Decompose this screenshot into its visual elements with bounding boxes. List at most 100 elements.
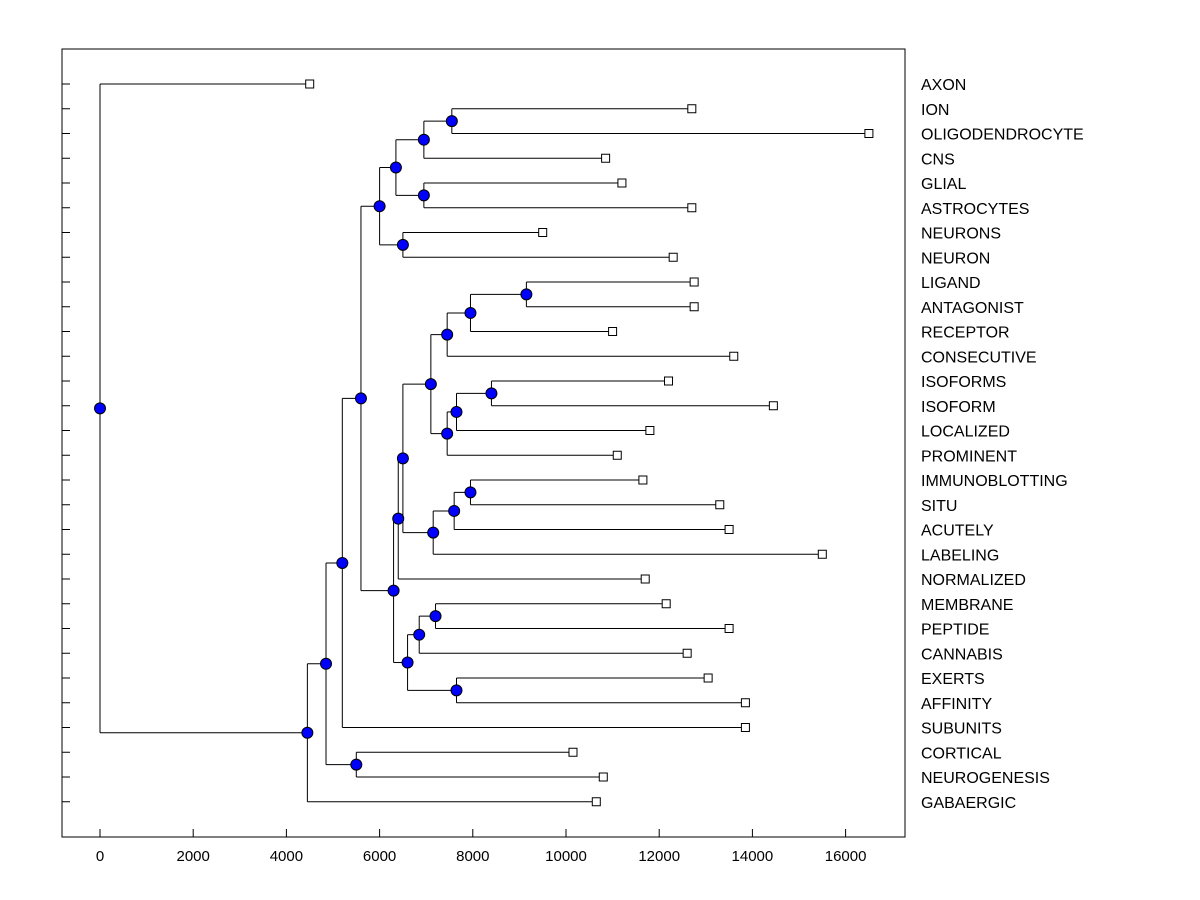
leaf-label: PROMINENT xyxy=(921,448,1017,465)
leaf-label: EXERTS xyxy=(921,671,985,688)
x-tick-label: 2000 xyxy=(177,848,210,865)
x-tick-label: 6000 xyxy=(363,848,396,865)
y-tick-marks xyxy=(62,83,70,803)
leaf-label: NORMALIZED xyxy=(921,572,1026,589)
leaf-marker xyxy=(645,426,655,435)
leaf-label: LOCALIZED xyxy=(921,424,1010,441)
leaf-label: SUBUNITS xyxy=(921,721,1002,738)
leaf-marker xyxy=(687,203,697,213)
leaf-label: IMMUNOBLOTTING xyxy=(921,473,1068,490)
leaf-marker xyxy=(724,525,734,534)
leaf-marker xyxy=(591,797,601,807)
leaf-label: SITU xyxy=(921,498,957,515)
leaf-label: CNS xyxy=(921,151,955,168)
leaf-label: ASTROCYTES xyxy=(921,201,1029,218)
leaf-marker xyxy=(768,401,778,411)
leaf-marker xyxy=(568,747,578,757)
merge-node xyxy=(424,378,437,391)
leaf-label: NEURON xyxy=(921,250,990,267)
merge-node xyxy=(301,726,314,739)
x-tick-label: 12000 xyxy=(638,848,680,865)
merge-node xyxy=(464,306,477,319)
leaf-marker xyxy=(598,772,608,782)
merge-node xyxy=(392,512,405,525)
leaf-marker xyxy=(638,475,648,485)
leaf-marker xyxy=(305,79,315,89)
leaf-marker xyxy=(538,228,548,237)
merge-node xyxy=(336,556,349,569)
leaf-marker xyxy=(729,351,739,361)
leaf-marker xyxy=(724,624,734,633)
leaf-label: ION xyxy=(921,102,949,119)
leaf-label: PEPTIDE xyxy=(921,622,989,639)
x-tick-label: 8000 xyxy=(456,848,489,865)
leaf-label: NEUROGENESIS xyxy=(921,770,1050,787)
leaf-marker xyxy=(715,500,725,510)
leaf-labels: AXON ION OLIGODENDROCYTE CNS GLIAL ASTROCYTES… xyxy=(921,77,1084,812)
merge-node xyxy=(389,161,402,174)
merge-node xyxy=(464,486,477,499)
merge-node xyxy=(320,657,333,670)
merge-node xyxy=(396,238,409,251)
leaf-marker xyxy=(703,673,713,683)
leaf-label: LIGAND xyxy=(921,275,981,292)
merge-node xyxy=(417,133,430,146)
merge-node xyxy=(94,402,106,415)
leaf-marker xyxy=(689,277,699,287)
leaf-marker xyxy=(612,450,622,460)
leaf-markers xyxy=(305,79,874,807)
leaf-marker xyxy=(668,252,678,262)
dendrogram-links xyxy=(99,83,869,803)
leaf-marker xyxy=(687,104,697,114)
leaf-label: CONSECUTIVE xyxy=(921,349,1037,366)
x-tick-label: 14000 xyxy=(732,848,774,865)
merge-node xyxy=(485,387,498,400)
leaf-marker xyxy=(661,599,671,609)
leaf-label: AFFINITY xyxy=(921,696,992,713)
leaf-label: ISOFORM xyxy=(921,399,996,416)
merge-node xyxy=(445,115,458,128)
leaf-label: ISOFORMS xyxy=(921,374,1006,391)
leaf-label: GABAERGIC xyxy=(921,795,1016,812)
merge-node xyxy=(350,758,363,771)
leaf-label: AXON xyxy=(921,77,966,94)
merge-nodes xyxy=(94,115,533,771)
merge-node xyxy=(450,405,463,418)
merge-node xyxy=(520,288,533,301)
leaf-marker xyxy=(740,698,750,708)
x-tick-label: 4000 xyxy=(270,848,303,865)
leaf-label: GLIAL xyxy=(921,176,966,193)
merge-node xyxy=(427,526,440,539)
leaf-marker xyxy=(617,178,627,188)
leaf-marker xyxy=(817,549,827,559)
x-tick-label: 0 xyxy=(96,848,104,865)
leaf-marker xyxy=(740,723,750,732)
leaf-marker xyxy=(864,129,874,138)
x-tick-label: 16000 xyxy=(825,848,867,865)
leaf-label: CORTICAL xyxy=(921,745,1002,762)
leaf-marker xyxy=(608,327,618,336)
leaf-label: OLIGODENDROCYTE xyxy=(921,127,1084,144)
leaf-marker xyxy=(664,376,674,386)
leaf-marker xyxy=(640,574,650,584)
plot-frame xyxy=(61,48,906,838)
leaf-marker xyxy=(689,302,699,312)
merge-node xyxy=(373,200,386,213)
x-tick-label: 10000 xyxy=(545,848,587,865)
leaf-marker xyxy=(682,648,692,658)
merge-node xyxy=(354,392,367,405)
leaf-label: CANNABIS xyxy=(921,646,1003,663)
x-axis-ticks: 0 2000 4000 6000 8000 10000 12000 14000 16000 xyxy=(96,829,867,865)
merge-node xyxy=(417,189,430,202)
merge-node xyxy=(396,452,409,465)
leaf-label: MEMBRANE xyxy=(921,597,1013,614)
merge-node xyxy=(450,684,463,697)
leaf-label: NEURONS xyxy=(921,226,1001,243)
merge-node xyxy=(441,328,454,341)
merge-node xyxy=(387,584,400,597)
merge-node xyxy=(401,656,414,669)
merge-node xyxy=(441,427,454,440)
leaf-label: ACUTELY xyxy=(921,523,994,540)
leaf-label: RECEPTOR xyxy=(921,325,1010,342)
